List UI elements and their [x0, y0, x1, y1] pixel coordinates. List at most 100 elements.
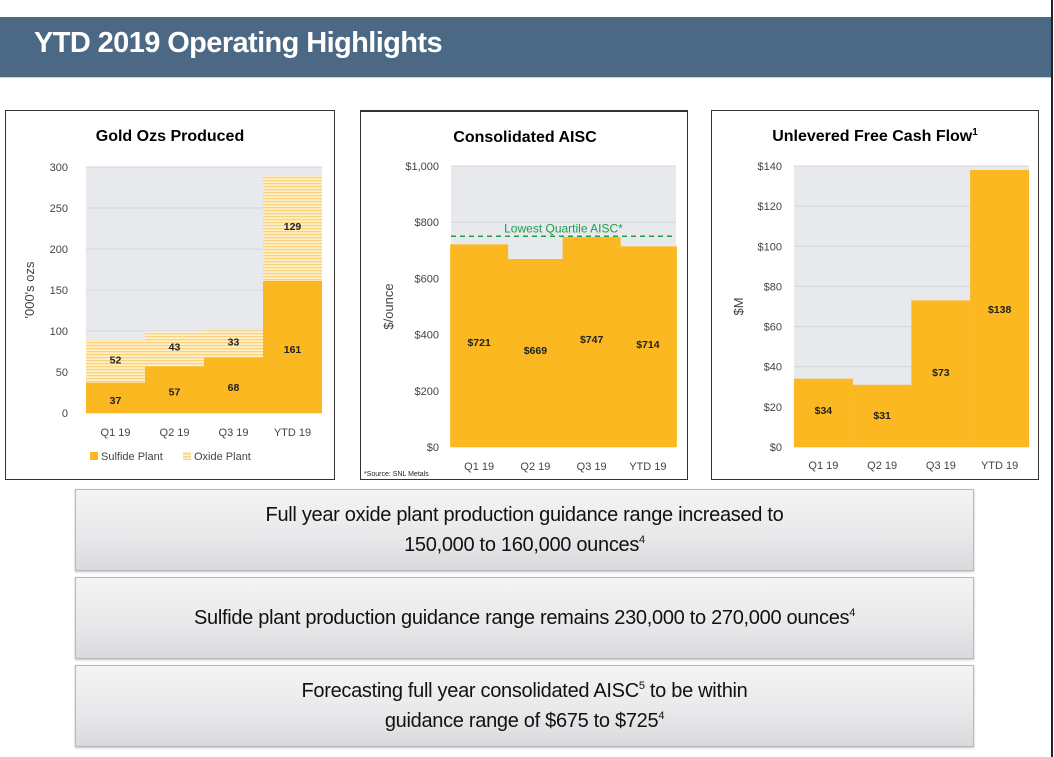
bar-sulfide [204, 357, 263, 413]
callout-oxide-guidance: Full year oxide plant production guidanc… [75, 489, 974, 571]
y-tick-label: $800 [415, 217, 439, 229]
bar-oxide [86, 340, 145, 383]
data-label: 52 [110, 354, 122, 366]
callout-aisc-line1: Forecasting full year consolidated AISC5… [301, 676, 747, 706]
y-axis-label: $M [731, 297, 746, 315]
callout-oxide-line2: 150,000 to 160,000 ounces4 [266, 530, 784, 560]
x-tick-label: YTD 19 [981, 460, 1018, 472]
x-tick-label: YTD 19 [629, 461, 666, 473]
footnote-ref: 4 [849, 607, 856, 619]
free-cash-flow-chart: Unlevered Free Cash Flow1 $0 $20 $40 $60 $80 $… [731, 127, 1030, 472]
bar [911, 300, 971, 447]
y-tick-label: $20 [764, 402, 782, 414]
y-tick-label: $1,000 [405, 161, 439, 173]
x-tick-label: Q1 19 [101, 427, 131, 439]
legend-swatch-sulfide [90, 452, 98, 460]
chart-title: Consolidated AISC [453, 129, 597, 146]
x-tick-label: Q2 19 [867, 460, 897, 472]
chart-panel-consolidated-aisc: Consolidated AISC $0 $200 $400 $600 $800 $1,00… [360, 110, 688, 480]
data-label: $747 [580, 334, 604, 346]
data-label: $714 [636, 339, 660, 351]
chart-title: Gold Ozs Produced [96, 128, 244, 145]
y-tick-label: 100 [50, 326, 68, 338]
page-edge [1051, 0, 1053, 757]
callout-aisc-line2-text: guidance range of $675 to $725 [384, 710, 659, 732]
legend-label-sulfide: Sulfide Plant [101, 451, 163, 463]
bar-sulfide [86, 382, 145, 413]
callout-aisc-forecast: Forecasting full year consolidated AISC5… [75, 665, 974, 747]
gold-production-chart: Gold Ozs Produced 0 50 100 150 200 250 300 '000'… [22, 128, 322, 463]
data-label: $669 [524, 345, 548, 357]
bar [450, 244, 509, 447]
legend-swatch-oxide [183, 452, 191, 460]
x-tick-label: Q1 19 [808, 460, 838, 472]
callout-aisc-line2: guidance range of $675 to $7254 [301, 706, 747, 736]
footnote-ref: 4 [639, 534, 645, 546]
y-tick-label: $200 [415, 386, 439, 398]
callout-sulfide-guidance: Sulfide plant production guidance range … [75, 577, 974, 659]
x-tick-label: YTD 19 [274, 427, 311, 439]
x-tick-label: Q3 19 [926, 460, 956, 472]
callout-sulfide-text: Sulfide plant production guidance range … [193, 607, 850, 629]
data-label: 129 [284, 221, 302, 233]
data-label: $34 [815, 405, 833, 417]
y-tick-label: $60 [764, 322, 782, 334]
data-label: 68 [228, 382, 240, 394]
callout-oxide-line1: Full year oxide plant production guidanc… [265, 504, 784, 526]
y-tick-label: $140 [758, 161, 782, 173]
chart-panel-free-cash-flow: Unlevered Free Cash Flow1 $0 $20 $40 $60 $80 $… [711, 110, 1039, 480]
y-tick-label: $80 [764, 281, 782, 293]
y-tick-label: 0 [62, 408, 68, 420]
legend-label-oxide: Oxide Plant [194, 451, 251, 463]
reference-line-label: Lowest Quartile AISC* [504, 221, 623, 235]
bar-sulfide [263, 280, 322, 413]
data-label: $138 [988, 304, 1012, 316]
chart-title: Unlevered Free Cash Flow1 [772, 127, 978, 145]
data-label: 57 [169, 387, 181, 399]
y-tick-label: 200 [50, 244, 68, 256]
y-tick-label: $120 [758, 201, 782, 213]
chart-panel-gold-production: Gold Ozs Produced 0 50 100 150 200 250 300 '000'… [5, 110, 335, 480]
y-tick-label: $600 [415, 273, 439, 285]
title-footnote-ref: 1 [972, 127, 978, 138]
bar [793, 378, 853, 447]
data-label: 33 [228, 337, 240, 349]
x-tick-label: Q2 19 [160, 427, 190, 439]
x-tick-label: Q2 19 [520, 461, 550, 473]
data-label: $73 [932, 367, 950, 379]
x-tick-label: Q3 19 [219, 427, 249, 439]
callout-sulfide-line1: Sulfide plant production guidance range … [194, 603, 855, 633]
y-tick-label: 150 [50, 285, 68, 297]
data-label: $721 [467, 337, 491, 349]
callout-aisc-line1-pre: Forecasting full year consolidated AISC [301, 680, 639, 702]
y-axis-label: $/ounce [381, 283, 396, 329]
source-note: *Source: SNL Metals [364, 471, 429, 478]
bar-oxide [204, 330, 263, 358]
data-label: 43 [169, 342, 181, 354]
callout-aisc-line1-post: to be within [644, 680, 748, 702]
y-tick-label: $400 [415, 330, 439, 342]
header-bar: YTD 2019 Operating Highlights [0, 17, 1051, 78]
y-tick-label: 250 [50, 203, 68, 215]
y-tick-label: $100 [758, 241, 782, 253]
bar [852, 384, 912, 447]
bar [506, 259, 565, 447]
y-tick-label: 50 [56, 367, 68, 379]
data-label: 37 [110, 395, 122, 407]
consolidated-aisc-chart: Consolidated AISC $0 $200 $400 $600 $800 $1,00… [364, 129, 677, 478]
y-axis-label: '000's ozs [22, 261, 37, 318]
footnote-ref: 4 [658, 710, 665, 722]
bar [562, 237, 621, 447]
bar [618, 246, 677, 447]
footnote-ref: 5 [638, 680, 645, 692]
bar-oxide [145, 331, 204, 367]
data-label: $31 [873, 410, 891, 422]
page-title: YTD 2019 Operating Highlights [34, 27, 443, 59]
data-label: 161 [284, 344, 302, 356]
bar [970, 170, 1030, 447]
y-tick-label: $0 [427, 442, 439, 454]
x-tick-label: Q1 19 [464, 461, 494, 473]
y-tick-label: $0 [770, 442, 782, 454]
y-tick-label: 300 [50, 162, 68, 174]
bar-oxide [263, 175, 322, 281]
